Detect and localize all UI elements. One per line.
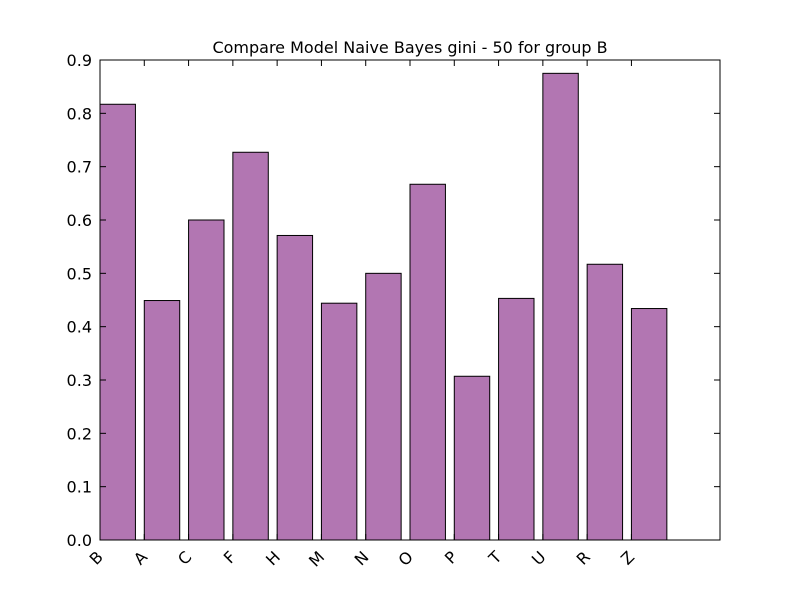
bar-U	[542, 72, 579, 541]
y-tick-label: 0.8	[67, 104, 92, 123]
x-category-label: N	[351, 547, 373, 569]
y-tick-label: 0.6	[67, 211, 92, 230]
bar-T	[498, 297, 535, 541]
plot-frame	[99, 59, 721, 541]
bar-M	[320, 302, 358, 541]
x-category-label: R	[573, 547, 594, 568]
bar-N	[365, 272, 402, 541]
x-category-label: A	[130, 547, 151, 568]
y-tick-label: 0.2	[67, 424, 92, 443]
x-category-label: Z	[617, 547, 638, 568]
bar-A	[143, 300, 181, 541]
bar-Z	[630, 308, 668, 541]
bars-group	[99, 72, 668, 541]
x-category-label: T	[484, 547, 505, 568]
bar-F	[232, 151, 269, 541]
x-category-label: H	[262, 547, 284, 569]
chart-title: Compare Model Naive Bayes gini - 50 for …	[212, 38, 607, 57]
bar-O	[409, 183, 446, 541]
y-tick-label: 0.7	[67, 158, 92, 177]
y-tick-label: 0.0	[67, 531, 92, 550]
y-tick-label: 0.1	[67, 478, 92, 497]
x-category-label: P	[441, 547, 462, 568]
bar-H	[276, 234, 314, 541]
x-category-label: U	[528, 547, 550, 569]
x-category-label: M	[305, 547, 328, 570]
y-tick-label: 0.9	[67, 51, 92, 70]
x-category-label: B	[86, 547, 107, 568]
x-category-label: F	[220, 547, 240, 567]
x-category-label: C	[174, 547, 195, 568]
bar-P	[453, 375, 491, 541]
bar-C	[188, 219, 225, 541]
y-tick-label: 0.5	[67, 264, 92, 283]
y-tick-label: 0.4	[67, 318, 92, 337]
y-axis: 0.0 0.1 0.2 0.3 0.4 0.5 0.6 0.7 0.8 0.9	[67, 51, 720, 550]
bar-B	[99, 103, 136, 541]
x-category-label: O	[394, 547, 416, 569]
y-tick-label: 0.3	[67, 371, 92, 390]
bar-R	[586, 263, 624, 541]
